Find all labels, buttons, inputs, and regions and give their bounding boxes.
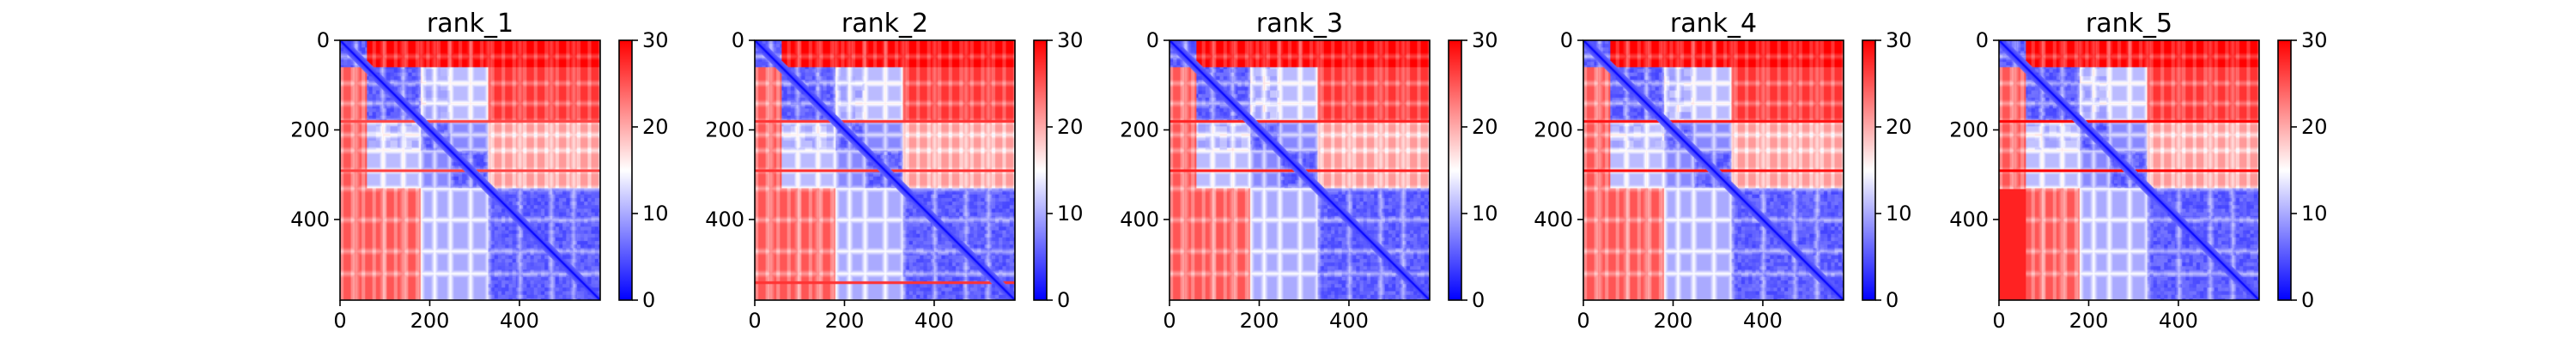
y-tick-label: 400 — [1949, 208, 1989, 232]
y-tick-label: 200 — [1534, 117, 1573, 141]
colorbar-tick-label: 20 — [2301, 115, 2328, 139]
colorbar-tick-label: 30 — [1057, 28, 1084, 52]
colorbar-tick-label: 10 — [1886, 202, 1912, 226]
x-tick-label: 400 — [2159, 309, 2198, 333]
y-tick-label: 0 — [1976, 28, 1989, 52]
colorbar-tick-label: 0 — [1472, 288, 1485, 312]
colorbar-tick-label: 0 — [642, 288, 655, 312]
x-tick-label: 400 — [1329, 309, 1369, 333]
colorbar — [1034, 40, 1047, 300]
colorbar-frame — [1448, 39, 1462, 301]
y-tick-label: 200 — [705, 117, 744, 141]
heatmap-image — [1583, 40, 1844, 300]
colorbar-frame — [2277, 39, 2292, 301]
colorbar-tick-label: 10 — [642, 202, 669, 226]
panel-1: rank_1 0 200 400 0 200 400 0 10 20 30 — [290, 9, 668, 333]
y-tick-label: 0 — [1146, 28, 1159, 52]
colorbar — [2278, 40, 2291, 300]
x-tick-label: 200 — [1654, 309, 1693, 333]
heatmap-image — [1999, 40, 2259, 300]
y-tick-label: 400 — [1534, 208, 1573, 232]
panel-3: rank_3 0 200 400 0 200 400 0 10 20 30 — [1120, 9, 1498, 333]
x-tick-label: 400 — [500, 309, 539, 333]
y-tick-label: 200 — [290, 117, 330, 141]
x-tick-label: 0 — [748, 309, 761, 333]
colorbar-tick-label: 30 — [642, 28, 669, 52]
heatmap-image — [755, 40, 1015, 300]
colorbar-tick-label: 0 — [1886, 288, 1899, 312]
panel-2: rank_2 0 200 400 0 200 400 0 10 20 30 — [705, 9, 1083, 333]
x-tick-label: 0 — [333, 309, 346, 333]
panel-title: rank_5 — [2086, 9, 2172, 39]
colorbar-tick-label: 10 — [2301, 202, 2328, 226]
x-tick-label: 400 — [1743, 309, 1783, 333]
colorbar-tick-label: 0 — [1057, 288, 1070, 312]
colorbar — [1449, 40, 1461, 300]
y-tick-label: 0 — [317, 28, 330, 52]
y-tick-label: 400 — [705, 208, 744, 232]
colorbar-tick-label: 10 — [1057, 202, 1084, 226]
x-tick-label: 200 — [2069, 309, 2109, 333]
axes-frame — [1583, 39, 1844, 301]
x-tick-label: 200 — [825, 309, 865, 333]
x-tick-label: 400 — [914, 309, 954, 333]
x-tick-label: 0 — [1163, 309, 1176, 333]
colorbar-frame — [618, 39, 633, 301]
y-tick-label: 200 — [1949, 117, 1989, 141]
panel-4: rank_4 0 200 400 0 200 400 0 10 20 30 — [1534, 9, 1911, 333]
panel-title: rank_3 — [1256, 9, 1343, 39]
colorbar-tick-label: 10 — [1472, 202, 1498, 226]
panel-title: rank_4 — [1670, 9, 1757, 39]
heatmap-image — [1170, 40, 1430, 300]
y-tick-label: 400 — [1120, 208, 1159, 232]
colorbar-tick-label: 30 — [1472, 28, 1498, 52]
axes-frame — [754, 39, 1016, 301]
colorbar-frame — [1033, 39, 1048, 301]
colorbar-tick-label: 30 — [1886, 28, 1912, 52]
axes-frame — [1998, 39, 2260, 301]
x-tick-label: 200 — [1240, 309, 1279, 333]
colorbar-tick-label: 20 — [1886, 115, 1912, 139]
panel-5: rank_5 0 200 400 0 200 400 0 10 20 30 — [1949, 9, 2327, 333]
y-tick-label: 0 — [1560, 28, 1573, 52]
y-tick-label: 200 — [1120, 117, 1159, 141]
colorbar-frame — [1862, 39, 1876, 301]
x-tick-label: 200 — [410, 309, 450, 333]
x-tick-label: 0 — [1577, 309, 1589, 333]
panel-title: rank_1 — [427, 9, 513, 39]
axes-frame — [339, 39, 601, 301]
y-tick-label: 400 — [290, 208, 330, 232]
panel-title: rank_2 — [841, 9, 928, 39]
colorbar — [619, 40, 632, 300]
colorbar-tick-label: 20 — [1472, 115, 1498, 139]
y-tick-label: 0 — [732, 28, 744, 52]
colorbar-tick-label: 30 — [2301, 28, 2328, 52]
colorbar-tick-label: 20 — [1057, 115, 1084, 139]
colorbar-tick-label: 20 — [642, 115, 669, 139]
heatmap-image — [340, 40, 600, 300]
axes-frame — [1169, 39, 1431, 301]
colorbar — [1862, 40, 1875, 300]
x-tick-label: 0 — [1992, 309, 2005, 333]
colorbar-tick-label: 0 — [2301, 288, 2314, 312]
